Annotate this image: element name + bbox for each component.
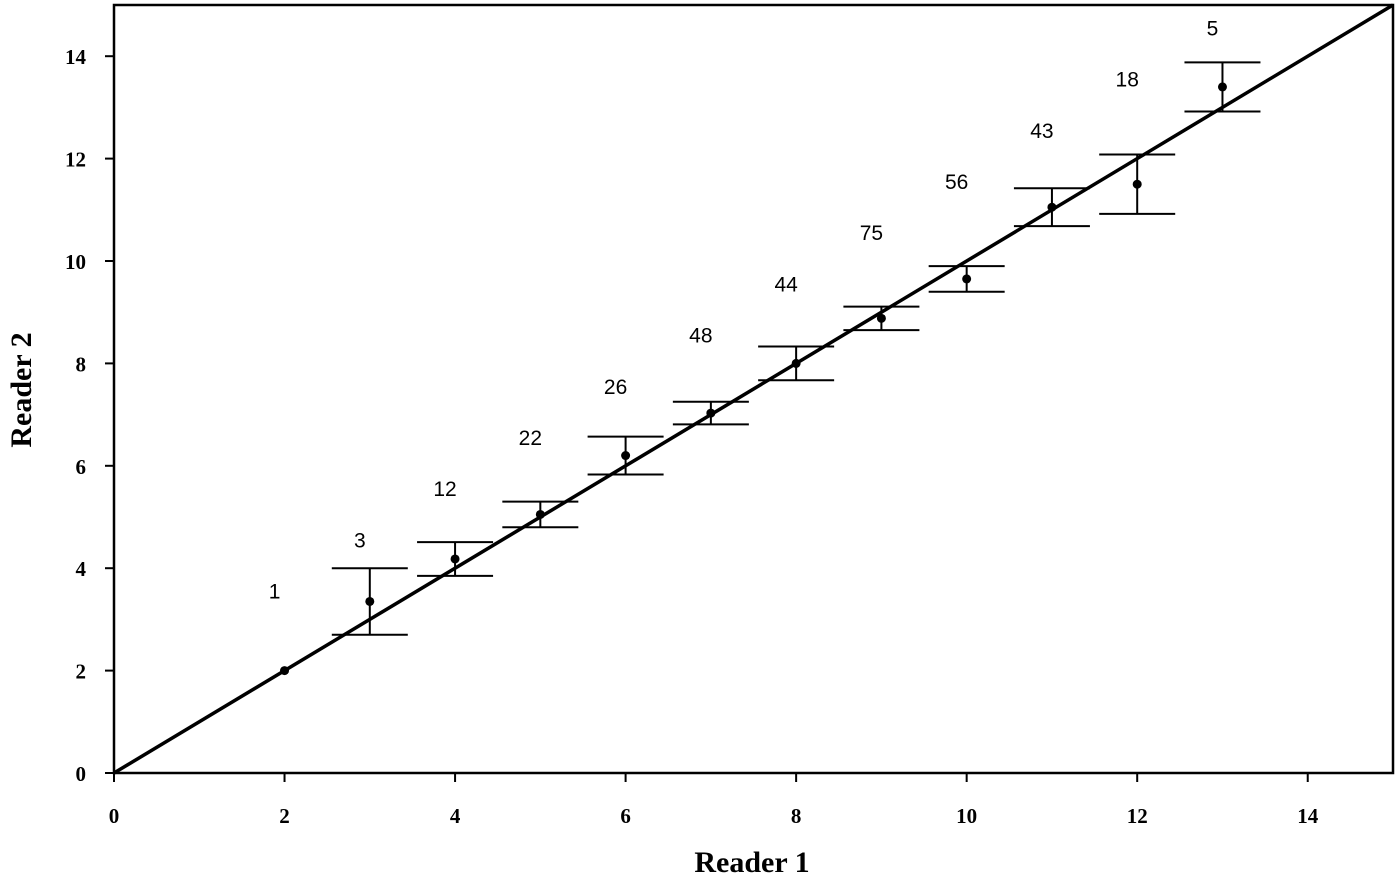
y-tick-label: 8 [76,352,87,376]
x-tick-label: 12 [1127,804,1148,828]
point-label: 56 [945,171,968,194]
point-label: 22 [519,427,542,450]
point [280,666,290,676]
y-tick-label: 2 [76,660,87,684]
point-label: 48 [689,325,712,348]
x-tick-label: 14 [1297,804,1319,828]
y-tick-label: 14 [65,45,87,69]
x-tick-label: 6 [620,804,631,828]
point [621,451,631,461]
x-tick-label: 4 [450,804,461,828]
x-tick-label: 2 [279,804,290,828]
x-tick-label: 0 [109,804,120,828]
point-label: 75 [860,222,883,245]
point [450,554,460,564]
y-axis-label: Reader 2 [5,332,38,447]
point [791,358,801,368]
point [876,313,886,323]
point-label: 1 [269,581,281,604]
x-tick-label: 8 [791,804,802,828]
point-label: 44 [774,273,798,296]
y-tick-label: 12 [65,148,86,172]
point [1132,179,1142,189]
point-label: 18 [1116,69,1139,92]
point [1217,82,1227,92]
y-tick-label: 6 [76,455,87,479]
point-label: 3 [354,529,366,552]
identity-line [113,3,1394,775]
point-label: 26 [604,376,627,399]
plot-frame [112,3,1395,775]
y-tick-label: 10 [65,250,86,274]
x-tick-label: 10 [956,804,977,828]
point [365,596,375,606]
point-label: 12 [433,478,456,501]
point [962,274,972,284]
y-tick-label: 0 [76,762,87,786]
x-axis-label: Reader 1 [694,846,809,879]
point-label: 43 [1030,120,1053,143]
point [1047,202,1057,212]
y-tick-label: 4 [76,557,87,581]
point-label: 5 [1207,17,1219,40]
point [535,509,545,519]
point [706,408,716,418]
